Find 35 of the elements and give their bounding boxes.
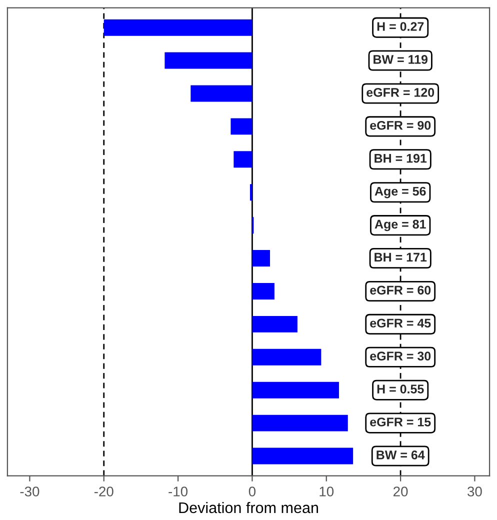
y-tick-label: H = 0.27 — [377, 22, 424, 31]
bar — [252, 414, 348, 432]
y-tick-label: eGFR = 90 — [370, 120, 431, 130]
y-tick-label: BW = 64 — [376, 450, 425, 460]
x-tick-label: 10 — [320, 486, 334, 496]
y-tick-label: H = 0.55 — [377, 384, 424, 394]
bar — [104, 19, 252, 36]
bar — [252, 382, 339, 398]
bar — [250, 184, 252, 201]
y-tick-label: BH = 171 — [374, 252, 427, 262]
bar — [252, 348, 322, 366]
bar — [234, 151, 252, 168]
x-tick-label: 20 — [394, 486, 408, 496]
y-tick-label: Age = 81 — [374, 220, 426, 232]
x-tick-label: -20 — [94, 486, 114, 496]
y-tick-label: BH = 191 — [374, 154, 427, 163]
x-tick-label: 30 — [468, 486, 482, 496]
bar — [252, 448, 354, 464]
bar — [230, 118, 252, 135]
y-tick-label: eGFR = 45 — [370, 318, 431, 328]
y-tick-label: Age = 56 — [374, 186, 426, 198]
y-tick-label: eGFR = 60 — [370, 286, 431, 295]
y-tick-label: eGFR = 15 — [370, 418, 431, 426]
y-tick-label: BW = 119 — [374, 55, 428, 64]
x-tick-label: 0 — [248, 486, 256, 496]
bar — [252, 316, 298, 332]
x-axis-title: Deviation from mean — [179, 502, 318, 514]
y-tick-label: eGFR = 120 — [366, 88, 434, 97]
x-tick-label: -10 — [168, 486, 188, 496]
x-tick-label: -30 — [20, 486, 40, 496]
y-tick-label: eGFR = 30 — [370, 352, 431, 361]
bar — [164, 52, 252, 69]
bar — [252, 250, 270, 267]
bar — [190, 85, 252, 102]
bar — [252, 282, 274, 300]
